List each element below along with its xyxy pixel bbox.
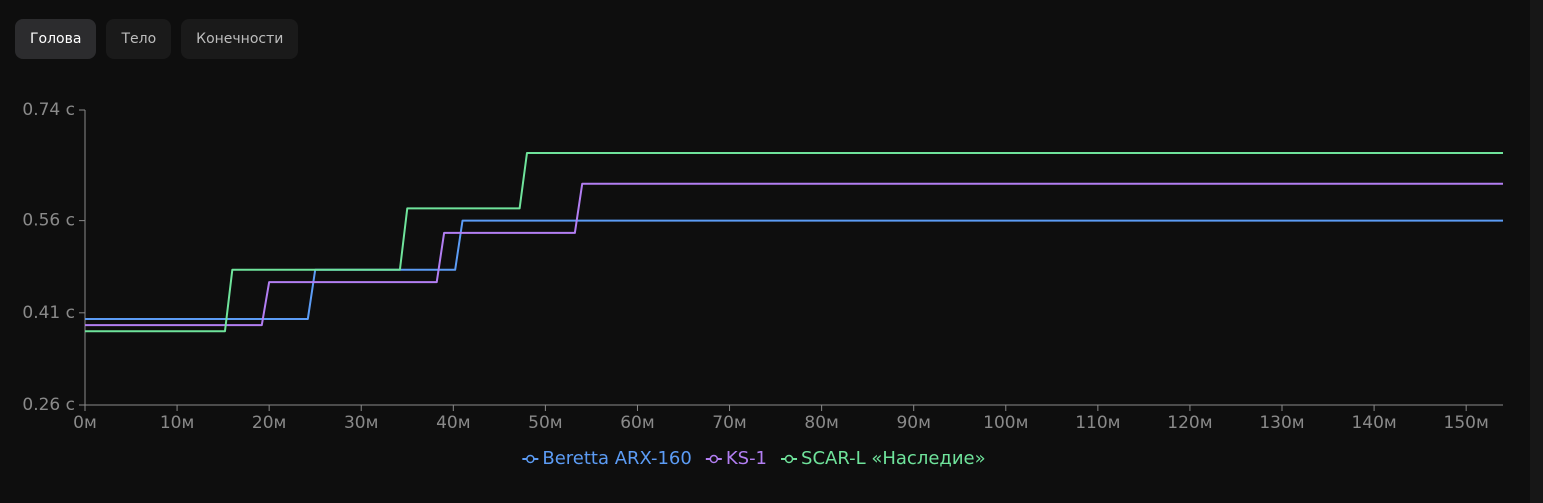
x-tick-label: 60м [620,413,654,433]
x-tick-label: 70м [712,413,746,433]
legend-label: SCAR-L «Наследие» [801,448,986,469]
x-tick-label: 80м [804,413,838,433]
tab[interactable]: Тело [106,19,172,59]
y-tick-label: 0.74 с [22,100,75,120]
legend-swatch-dot [784,454,794,464]
y-tick-label: 0.41 с [22,303,75,323]
legend: Beretta ARX-160 KS-1 SCAR-L «Наследие» [522,448,986,469]
legend-item: SCAR-L «Наследие» [781,448,986,469]
scrollbar-track [1530,0,1543,503]
legend-swatch-dot [709,454,719,464]
tab[interactable]: Голова [15,19,97,59]
y-tick-label: 0.26 с [22,395,75,415]
x-tick-label: 20м [252,413,286,433]
x-tick-label: 40м [436,413,470,433]
x-tick-label: 50м [528,413,562,433]
y-tick-label: 0.56 с [22,211,75,231]
series-line [85,152,1503,333]
series-line [85,182,1503,327]
x-tick-label: 140м [1351,413,1396,433]
x-tick-label: 100м [983,413,1028,433]
legend-item: KS-1 [705,448,767,469]
legend-item: Beretta ARX-160 [522,448,692,469]
x-tick-label: 120м [1167,413,1212,433]
x-tick-label: 110м [1075,413,1120,433]
x-tick-label: 130м [1259,413,1304,433]
tab-bar: Голова Тело Конечности [15,19,299,59]
legend-swatch-dot [526,454,535,464]
tab[interactable]: Конечности [181,19,299,59]
x-tick-label: 30м [344,413,378,433]
x-tick-label: 90м [896,413,930,433]
x-tick-label: 150м [1444,413,1489,433]
x-tick-label: 0м [73,413,97,433]
x-tick-label: 10м [160,413,194,433]
legend-label: Beretta ARX-160 [542,448,691,469]
legend-label: KS-1 [726,448,767,469]
